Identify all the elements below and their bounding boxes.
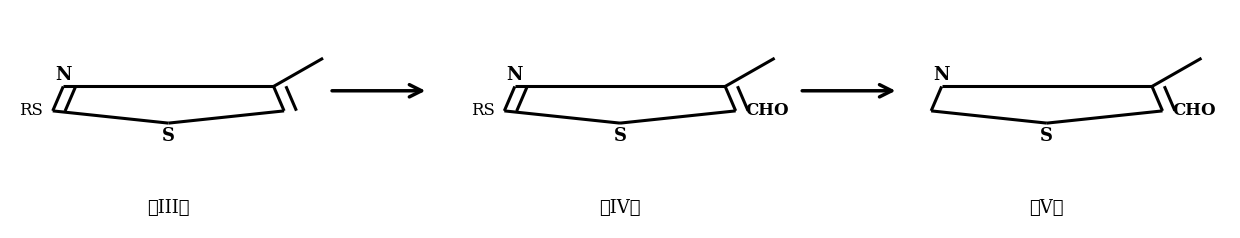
Text: S: S bbox=[614, 127, 626, 145]
Text: N: N bbox=[934, 66, 950, 84]
Text: （V）: （V） bbox=[1029, 199, 1064, 217]
Text: （III）: （III） bbox=[148, 199, 190, 217]
Text: （IV）: （IV） bbox=[599, 199, 641, 217]
Text: CHO: CHO bbox=[745, 102, 789, 119]
Text: S: S bbox=[1040, 127, 1053, 145]
Text: RS: RS bbox=[19, 102, 43, 119]
Text: RS: RS bbox=[470, 102, 495, 119]
Text: CHO: CHO bbox=[1172, 102, 1216, 119]
Text: N: N bbox=[507, 66, 523, 84]
Text: N: N bbox=[55, 66, 72, 84]
Text: S: S bbox=[162, 127, 175, 145]
